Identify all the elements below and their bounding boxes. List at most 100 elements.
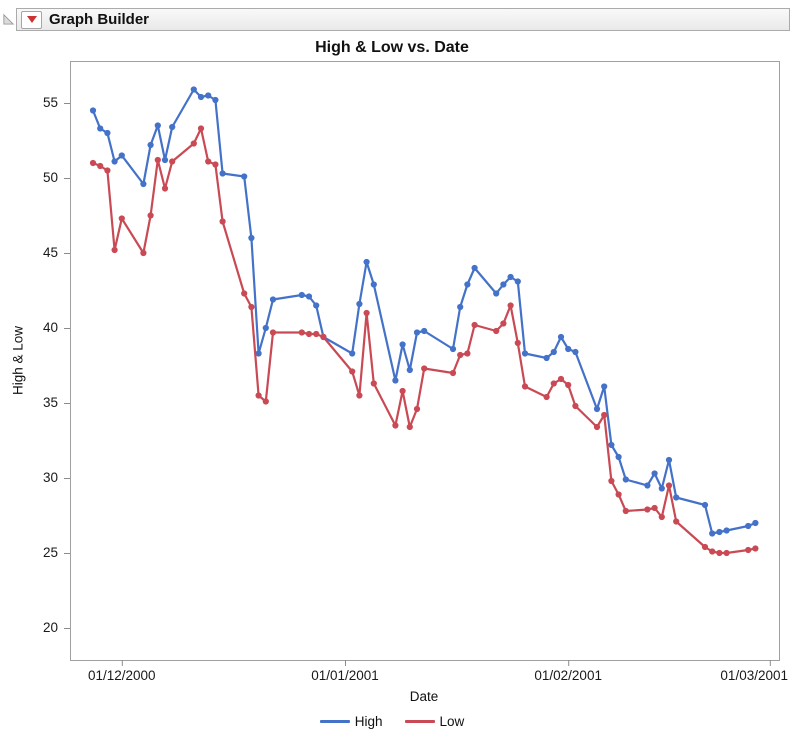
high-marker[interactable]: [248, 234, 255, 242]
low-marker[interactable]: [89, 159, 97, 167]
low-marker[interactable]: [449, 369, 457, 377]
high-marker[interactable]: [723, 527, 730, 534]
high-marker[interactable]: [255, 350, 262, 357]
legend-item-high[interactable]: High: [319, 714, 383, 729]
low-marker[interactable]: [169, 158, 176, 165]
high-marker[interactable]: [305, 293, 313, 300]
low-marker[interactable]: [701, 543, 709, 551]
y-tick-label[interactable]: 40: [42, 320, 58, 335]
high-marker[interactable]: [413, 329, 421, 336]
low-marker[interactable]: [601, 411, 608, 419]
low-marker[interactable]: [572, 402, 579, 410]
high-marker[interactable]: [421, 327, 428, 335]
low-marker[interactable]: [557, 375, 565, 383]
low-marker[interactable]: [421, 365, 428, 372]
high-marker[interactable]: [147, 141, 154, 149]
high-marker[interactable]: [118, 152, 125, 159]
high-marker[interactable]: [104, 129, 111, 137]
high-marker[interactable]: [565, 345, 572, 353]
low-marker[interactable]: [118, 215, 125, 222]
low-marker[interactable]: [363, 309, 370, 317]
low-marker[interactable]: [622, 507, 629, 515]
low-marker[interactable]: [651, 504, 658, 512]
low-marker[interactable]: [298, 329, 305, 336]
high-marker[interactable]: [644, 482, 651, 489]
high-marker[interactable]: [262, 324, 269, 332]
low-marker[interactable]: [514, 339, 521, 347]
y-tick-label[interactable]: 45: [42, 245, 58, 260]
low-marker[interactable]: [413, 405, 421, 413]
high-marker[interactable]: [493, 290, 500, 297]
high-marker[interactable]: [471, 264, 478, 272]
y-tick-label[interactable]: 35: [42, 395, 58, 410]
high-marker[interactable]: [363, 258, 370, 266]
high-marker[interactable]: [298, 291, 305, 299]
low-marker[interactable]: [212, 161, 219, 168]
x-tick-label[interactable]: 01/03/2001: [720, 668, 788, 683]
high-series[interactable]: [89, 86, 759, 537]
low-marker[interactable]: [140, 249, 147, 257]
high-marker[interactable]: [665, 456, 673, 464]
y-tick-label[interactable]: 30: [42, 470, 58, 485]
high-marker[interactable]: [89, 107, 97, 114]
high-marker[interactable]: [673, 494, 680, 501]
low-series[interactable]: [89, 125, 759, 557]
low-marker[interactable]: [644, 506, 651, 513]
low-marker[interactable]: [305, 330, 313, 338]
low-marker[interactable]: [154, 156, 161, 164]
low-marker[interactable]: [190, 140, 197, 147]
low-marker[interactable]: [269, 329, 277, 336]
high-marker[interactable]: [313, 302, 320, 309]
low-marker[interactable]: [665, 482, 673, 489]
low-marker[interactable]: [608, 477, 615, 485]
high-marker[interactable]: [507, 273, 514, 281]
high-marker[interactable]: [370, 281, 377, 288]
high-marker[interactable]: [622, 476, 629, 483]
low-marker[interactable]: [97, 162, 104, 170]
low-marker[interactable]: [406, 423, 413, 431]
high-marker[interactable]: [169, 123, 176, 131]
low-marker[interactable]: [392, 422, 399, 429]
low-marker[interactable]: [111, 246, 118, 254]
x-tick-label[interactable]: 01/01/2001: [311, 668, 379, 683]
low-marker[interactable]: [709, 548, 716, 555]
high-marker[interactable]: [550, 348, 557, 356]
low-marker[interactable]: [658, 513, 665, 521]
high-marker[interactable]: [500, 281, 507, 288]
high-marker[interactable]: [651, 470, 658, 477]
high-marker[interactable]: [752, 519, 759, 527]
high-marker[interactable]: [457, 303, 464, 311]
x-tick-label[interactable]: 01/02/2001: [534, 668, 602, 683]
low-marker[interactable]: [197, 125, 205, 132]
high-marker[interactable]: [521, 350, 529, 357]
low-marker[interactable]: [320, 333, 327, 341]
low-marker[interactable]: [723, 549, 730, 557]
high-marker[interactable]: [111, 158, 118, 165]
high-marker[interactable]: [608, 441, 615, 449]
high-marker[interactable]: [349, 350, 356, 357]
high-marker[interactable]: [399, 341, 406, 348]
low-marker[interactable]: [399, 387, 406, 395]
high-marker[interactable]: [601, 383, 608, 390]
low-marker[interactable]: [219, 218, 226, 225]
low-marker[interactable]: [248, 303, 255, 311]
low-marker[interactable]: [716, 549, 723, 557]
low-marker[interactable]: [313, 330, 320, 338]
low-marker[interactable]: [255, 392, 262, 399]
high-marker[interactable]: [212, 96, 219, 104]
high-marker[interactable]: [658, 485, 665, 492]
disclosure-triangle-icon[interactable]: [2, 12, 15, 25]
y-tick-label[interactable]: 50: [42, 170, 58, 185]
low-marker[interactable]: [521, 383, 529, 390]
high-marker[interactable]: [514, 278, 521, 285]
high-marker[interactable]: [593, 405, 601, 413]
low-marker[interactable]: [241, 290, 248, 297]
high-marker[interactable]: [745, 522, 752, 530]
low-marker[interactable]: [464, 350, 471, 357]
high-marker[interactable]: [449, 345, 457, 353]
low-marker[interactable]: [493, 327, 500, 335]
high-marker[interactable]: [197, 93, 205, 101]
high-marker[interactable]: [615, 453, 622, 461]
low-marker[interactable]: [550, 380, 557, 387]
